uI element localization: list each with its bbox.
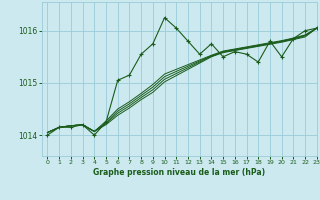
X-axis label: Graphe pression niveau de la mer (hPa): Graphe pression niveau de la mer (hPa) [93, 168, 265, 177]
